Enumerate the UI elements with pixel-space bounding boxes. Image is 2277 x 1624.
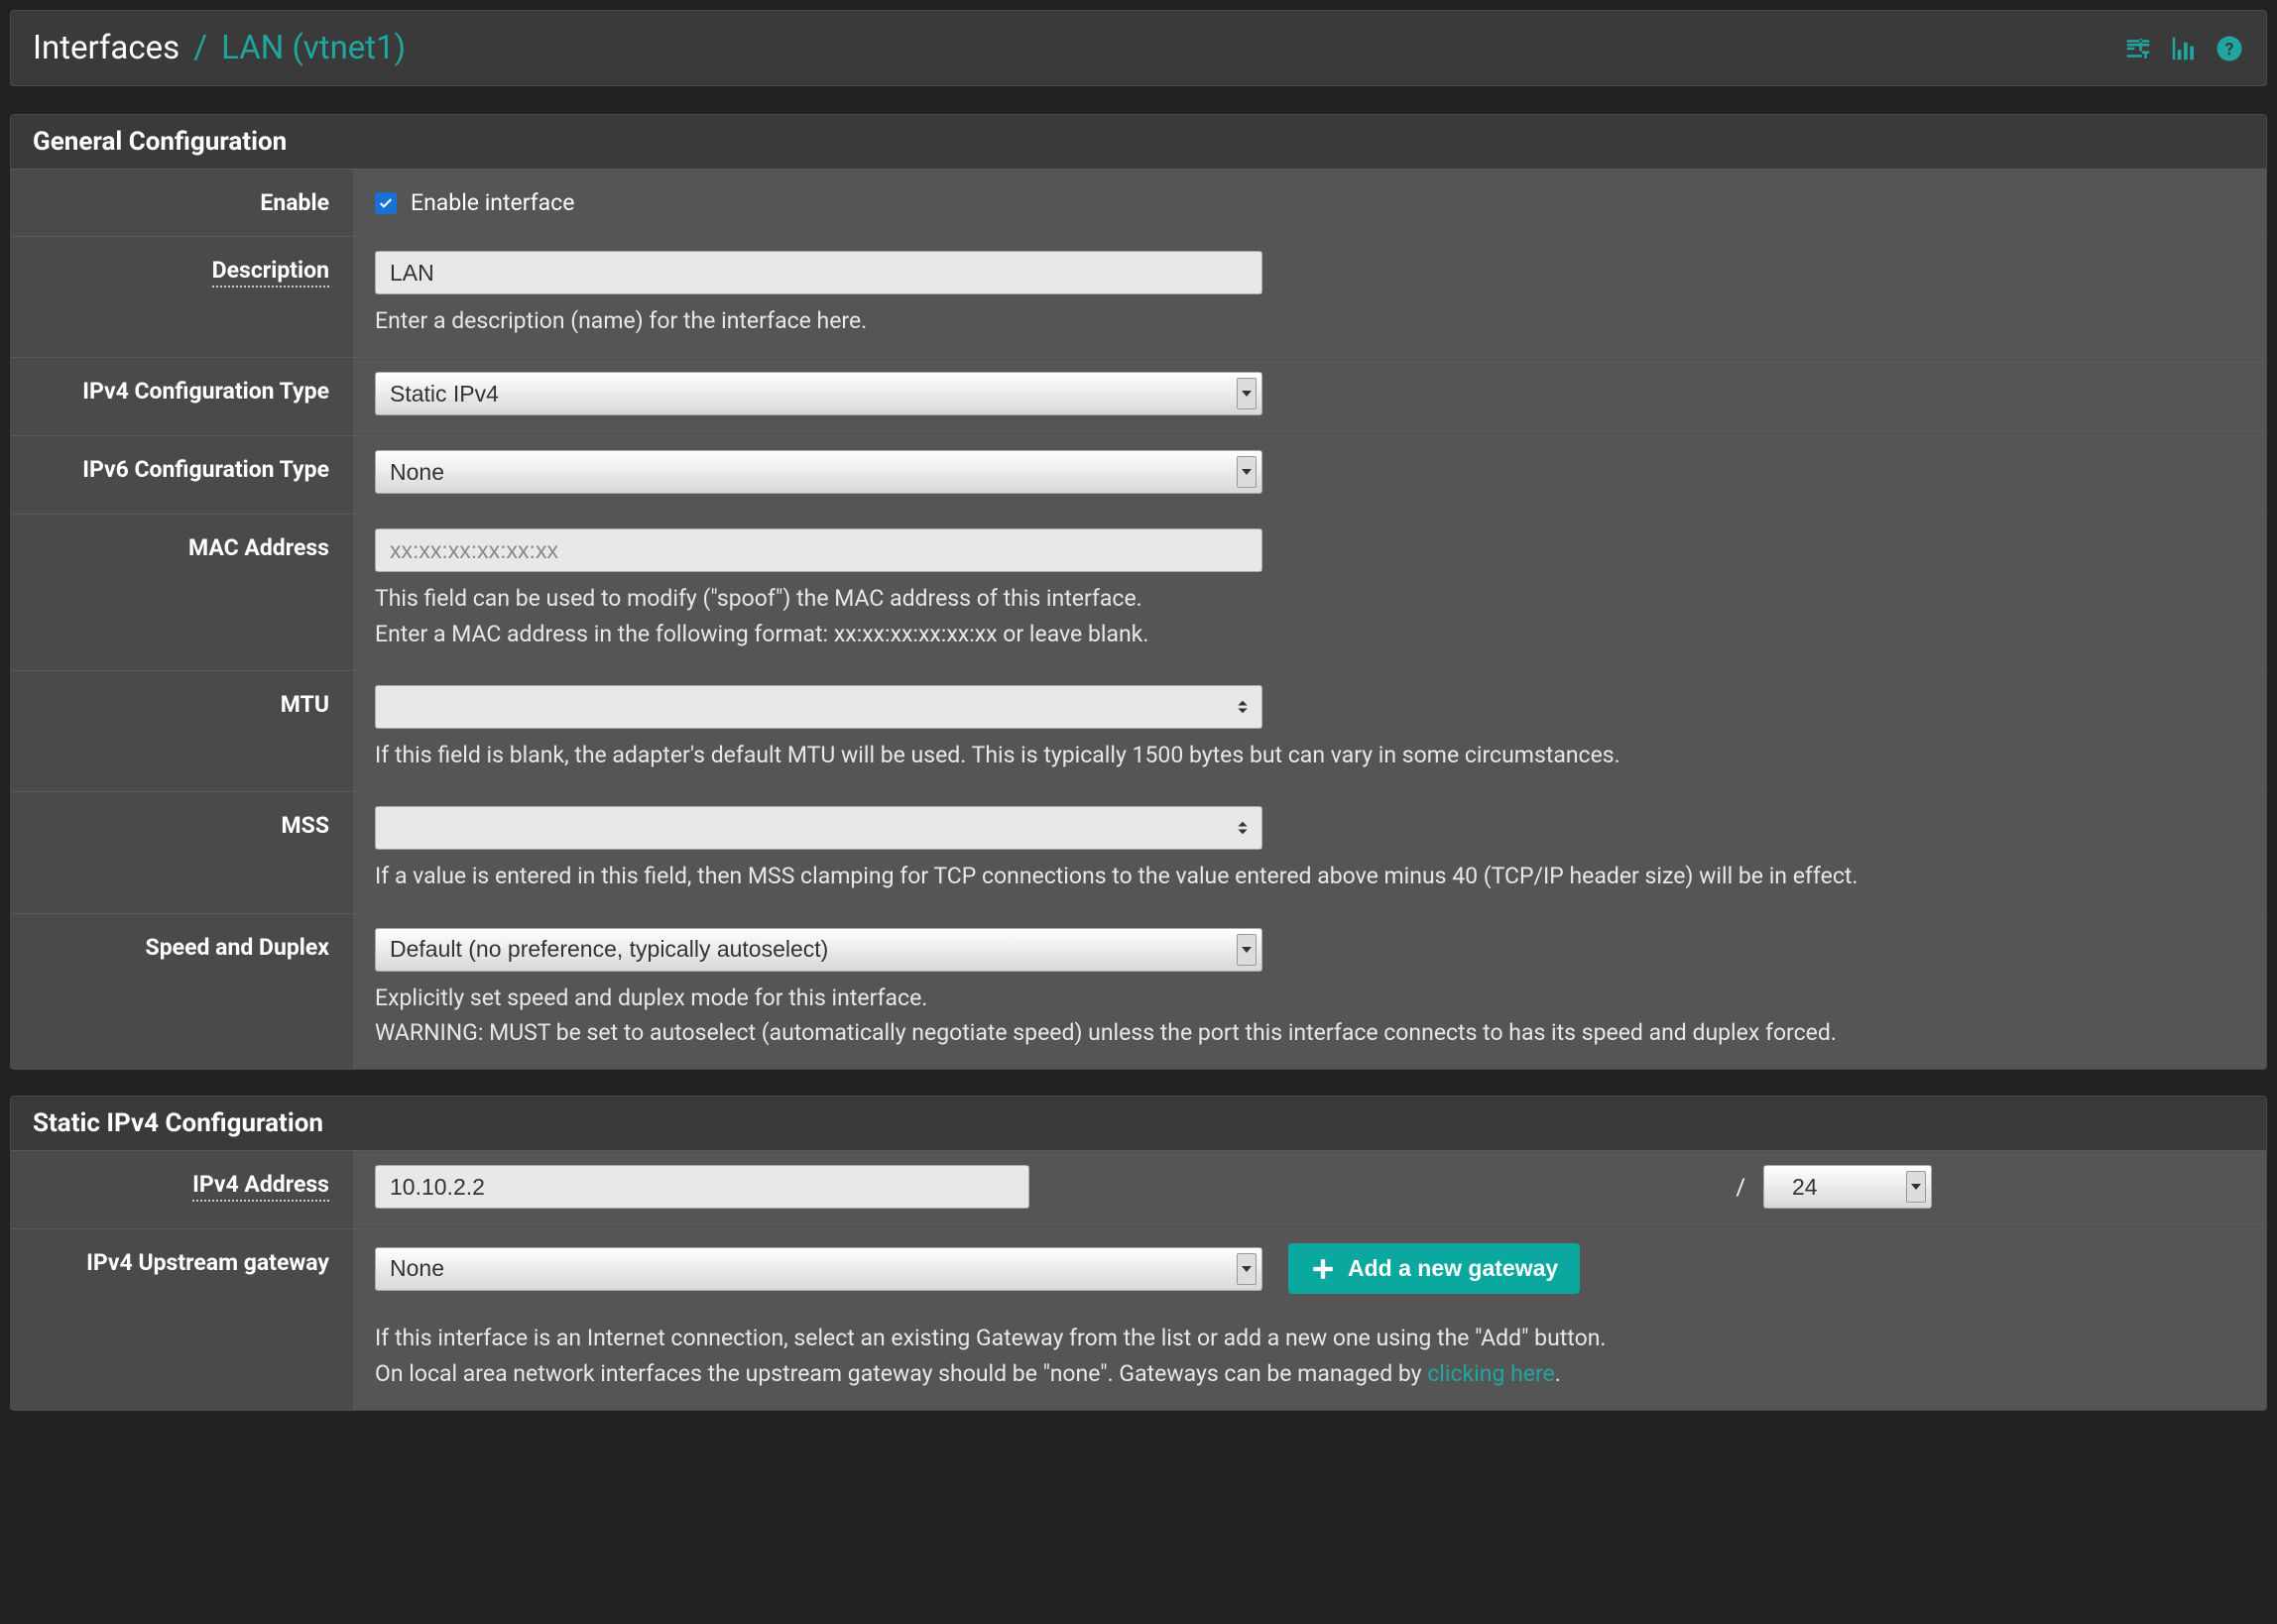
settings-icon[interactable]: [2123, 34, 2153, 63]
enable-checkbox-label: Enable interface: [411, 189, 574, 216]
breadcrumb: Interfaces / LAN (vtnet1): [33, 29, 406, 67]
ipv4type-row: IPv4 Configuration Type: [11, 357, 2266, 435]
help-icon[interactable]: ?: [2215, 34, 2244, 63]
general-config-panel: General Configuration Enable Enable inte…: [10, 114, 2267, 1070]
speed-row: Speed and Duplex Explicitly set speed an…: [11, 913, 2266, 1070]
mtu-input[interactable]: [375, 685, 1262, 729]
gateway-select[interactable]: [375, 1247, 1262, 1291]
mac-input[interactable]: [375, 528, 1262, 572]
ipv6type-label: IPv6 Configuration Type: [11, 436, 353, 514]
static-ipv4-title: Static IPv4 Configuration: [11, 1097, 2266, 1150]
mss-help: If a value is entered in this field, the…: [375, 860, 2244, 892]
mac-help2: Enter a MAC address in the following for…: [375, 618, 2244, 650]
enable-row: Enable Enable interface: [11, 169, 2266, 236]
add-gateway-button[interactable]: Add a new gateway: [1288, 1243, 1580, 1294]
breadcrumb-separator: /: [193, 29, 207, 67]
breadcrumb-current: LAN (vtnet1): [221, 29, 406, 67]
general-config-title: General Configuration: [11, 115, 2266, 169]
enable-label: Enable: [11, 170, 353, 236]
clicking-here-link[interactable]: clicking here: [1427, 1360, 1554, 1387]
ipv4addr-input[interactable]: [375, 1165, 1029, 1209]
description-help: Enter a description (name) for the inter…: [375, 304, 2244, 337]
ipv4addr-row: IPv4 Address /: [11, 1150, 2266, 1228]
ipv6type-row: IPv6 Configuration Type: [11, 435, 2266, 514]
description-row: Description Enter a description (name) f…: [11, 236, 2266, 357]
description-input[interactable]: [375, 251, 1262, 294]
speed-select[interactable]: [375, 928, 1262, 972]
add-gateway-button-label: Add a new gateway: [1348, 1255, 1558, 1282]
speed-help2: WARNING: MUST be set to autoselect (auto…: [375, 1016, 2244, 1049]
speed-label: Speed and Duplex: [11, 914, 353, 1070]
mac-help1: This field can be used to modify ("spoof…: [375, 582, 2244, 615]
mss-input[interactable]: [375, 806, 1262, 850]
gateway-help1: If this interface is an Internet connect…: [375, 1322, 2244, 1354]
plus-icon: [1310, 1256, 1336, 1282]
breadcrumb-root[interactable]: Interfaces: [33, 29, 180, 67]
gateway-help2: On local area network interfaces the ups…: [375, 1357, 2244, 1390]
ipv4type-label: IPv4 Configuration Type: [11, 358, 353, 435]
speed-help1: Explicitly set speed and duplex mode for…: [375, 982, 2244, 1014]
stats-icon[interactable]: [2169, 34, 2199, 63]
gateway-row: IPv4 Upstream gateway Add a new gateway …: [11, 1228, 2266, 1410]
cidr-select[interactable]: [1763, 1165, 1932, 1209]
mss-label: MSS: [11, 792, 353, 912]
gateway-label: IPv4 Upstream gateway: [11, 1229, 353, 1410]
mtu-label: MTU: [11, 671, 353, 791]
mac-label: MAC Address: [11, 515, 353, 670]
mtu-help: If this field is blank, the adapter's de…: [375, 739, 2244, 771]
mtu-row: MTU If this field is blank, the adapter'…: [11, 670, 2266, 791]
header-actions: ?: [2123, 34, 2244, 63]
mac-row: MAC Address This field can be used to mo…: [11, 514, 2266, 670]
ipv4addr-label: IPv4 Address: [11, 1151, 353, 1228]
cidr-slash: /: [1029, 1174, 1763, 1201]
enable-checkbox[interactable]: [375, 192, 397, 214]
description-label: Description: [11, 237, 353, 357]
static-ipv4-panel: Static IPv4 Configuration IPv4 Address /…: [10, 1096, 2267, 1411]
ipv6type-select[interactable]: [375, 450, 1262, 494]
mss-row: MSS If a value is entered in this field,…: [11, 791, 2266, 912]
ipv4type-select[interactable]: [375, 372, 1262, 415]
page-header: Interfaces / LAN (vtnet1) ?: [10, 10, 2267, 86]
svg-text:?: ?: [2225, 40, 2234, 59]
